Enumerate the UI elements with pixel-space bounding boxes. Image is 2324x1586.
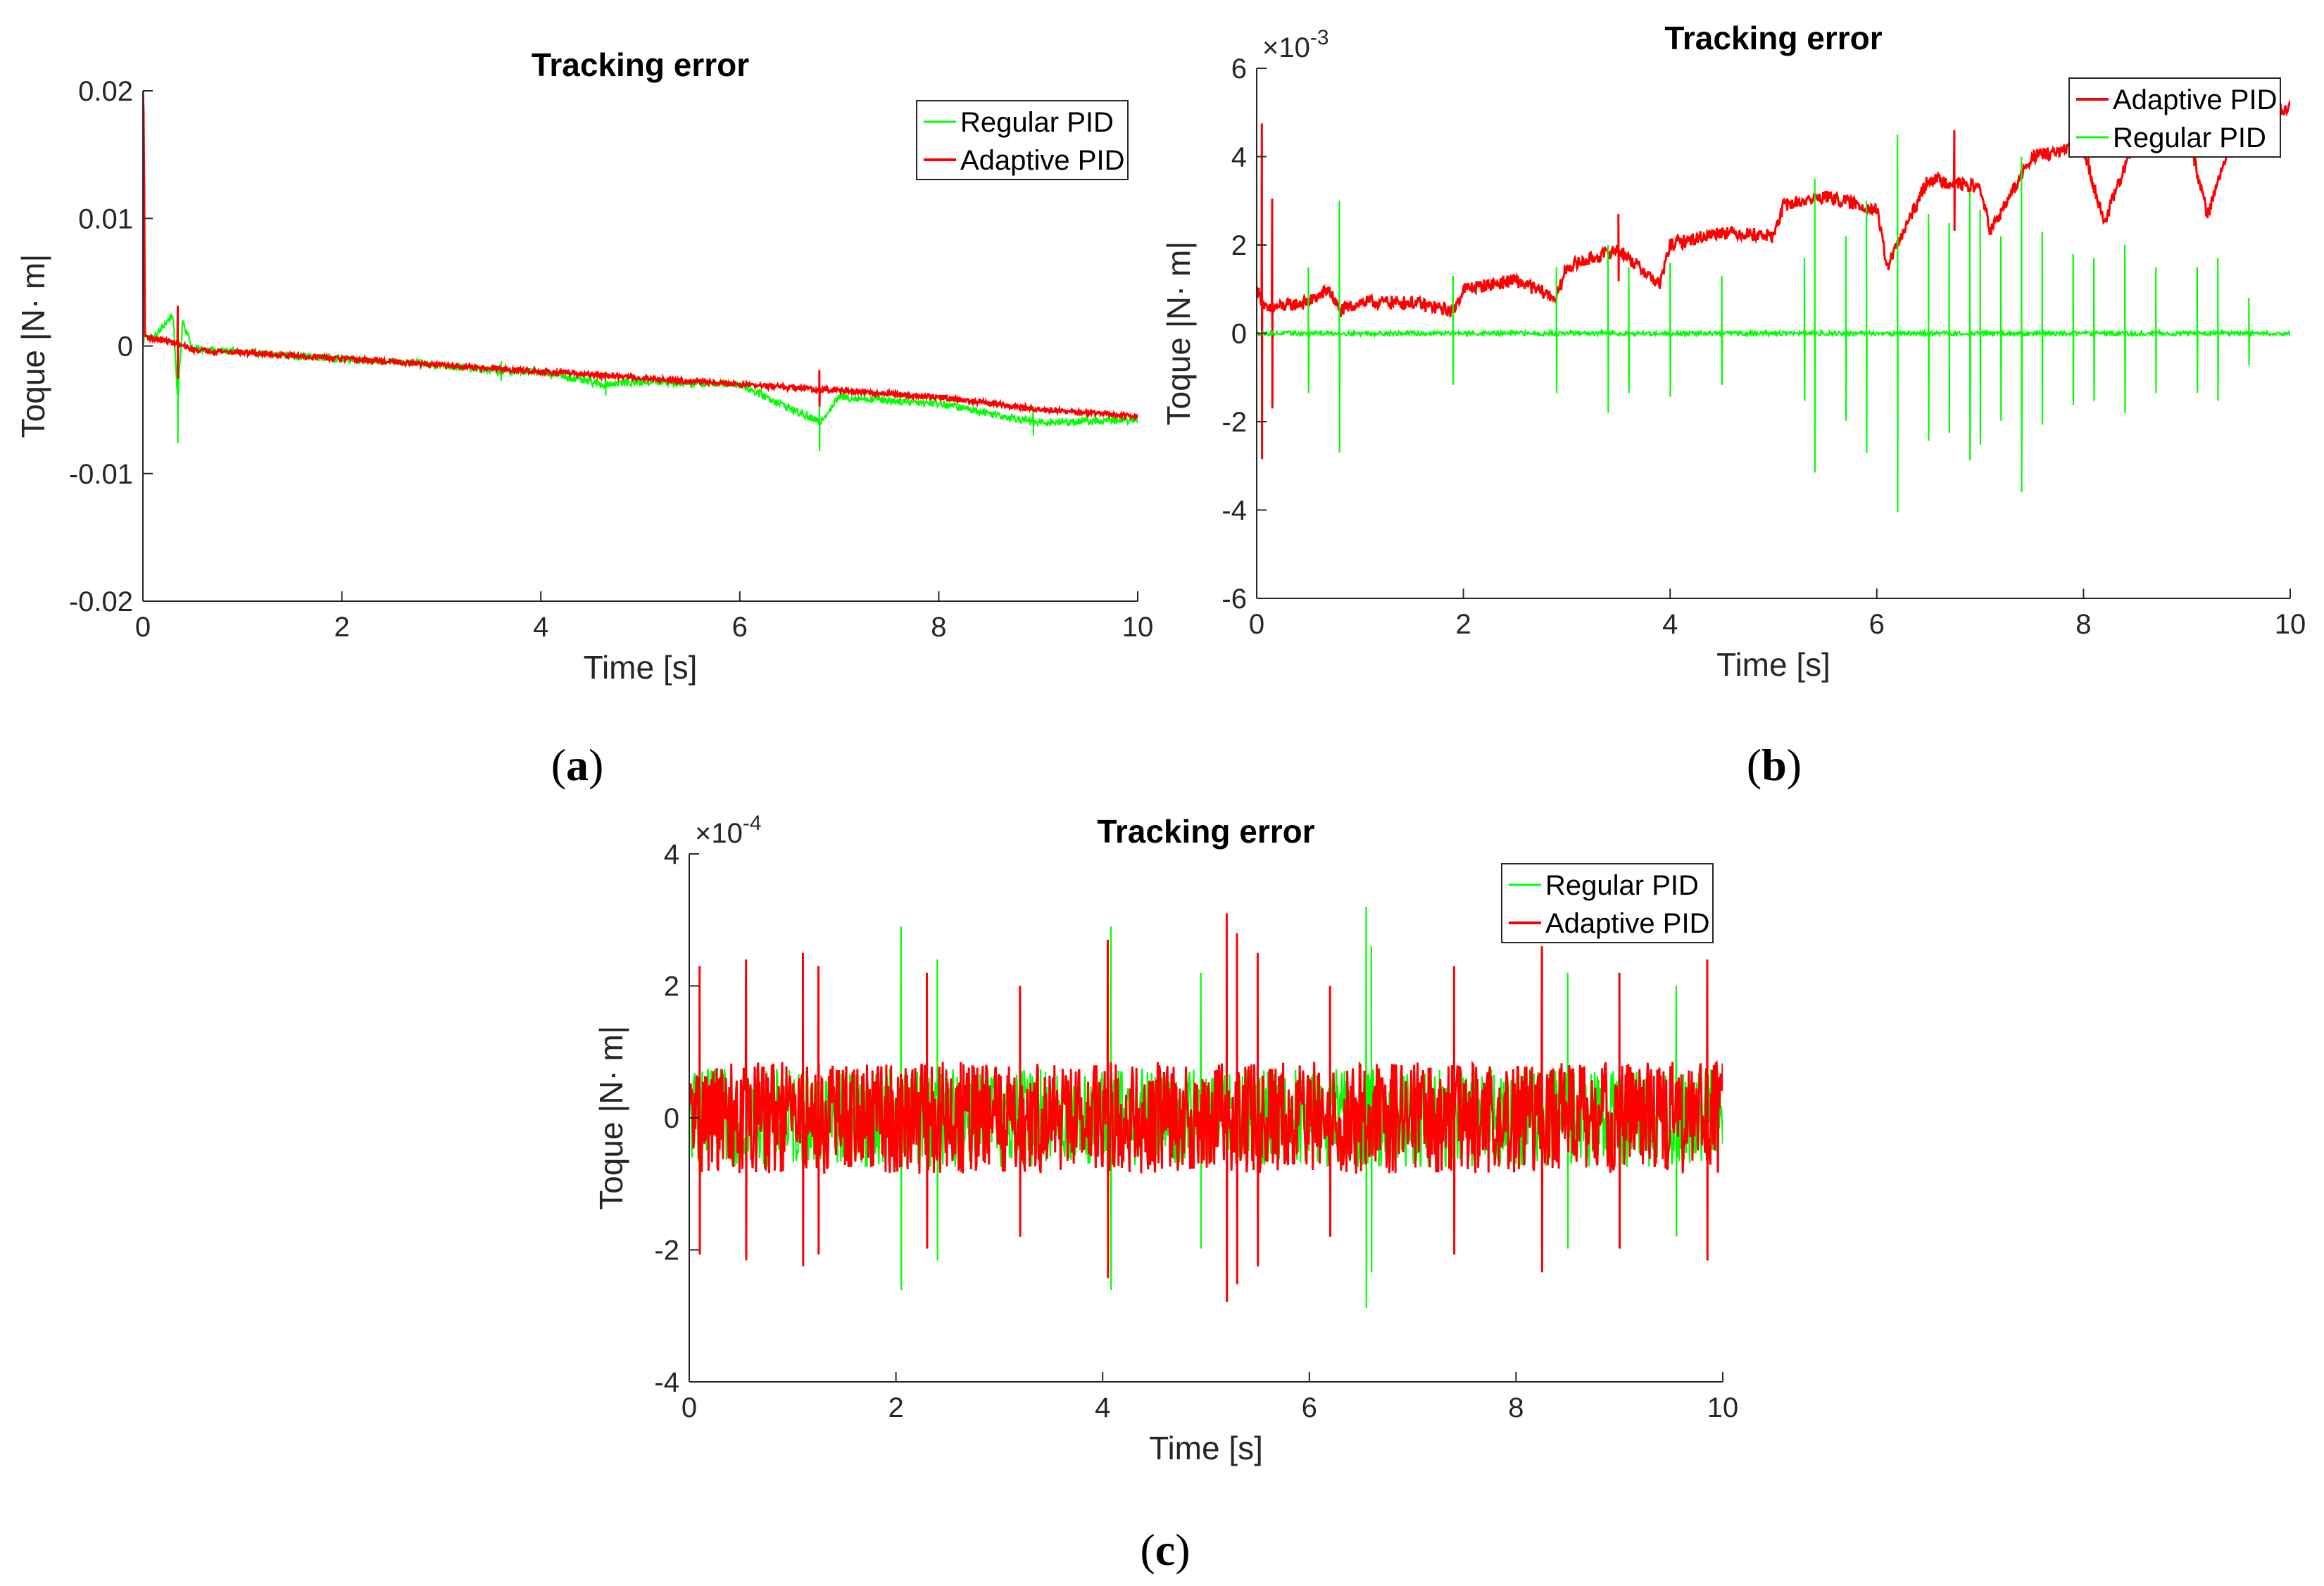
y-tick-label: 0 — [1231, 319, 1247, 350]
x-tick-label: 10 — [2275, 609, 2306, 640]
y-tick-label: 4 — [664, 839, 679, 870]
legend-label: Adaptive PID — [2113, 84, 2277, 115]
x-tick-label: 10 — [1122, 612, 1154, 643]
x-tick-label: 0 — [1249, 609, 1264, 640]
x-tick-label: 4 — [533, 612, 548, 643]
chart-c: Tracking error 0 2 4 6 8 10 -4 -2 0 2 4 ×10-4 Time [s… — [593, 812, 1739, 1466]
x-tick-label: 4 — [1095, 1392, 1110, 1423]
x-tick-label: 2 — [334, 612, 349, 643]
x-tick-label: 0 — [682, 1392, 697, 1423]
caption-c: (c) — [1140, 1525, 1191, 1575]
x-axis-label: Time [s] — [584, 649, 698, 686]
y-tick-label: 0 — [664, 1103, 679, 1134]
y-axis-label: Toque |N· m| — [15, 254, 51, 439]
y-tick-label: -0.02 — [69, 586, 133, 617]
series-line-regular-pid — [1257, 134, 2290, 512]
x-axis-label: Time [s] — [1149, 1430, 1263, 1466]
chart-title: Tracking error — [1664, 20, 1882, 56]
x-axis-label: Time [s] — [1716, 646, 1830, 683]
caption-b: (b) — [1746, 740, 1802, 790]
plot-area — [1257, 99, 2290, 512]
y-axis-label: Toque |N· m| — [1160, 241, 1197, 426]
panel-c: Tracking error 0 2 4 6 8 10 -4 -2 0 2 4 ×10-4 Time [s… — [584, 788, 1746, 1586]
panel-a: Tracking error 0 2 4 6 8 10 -0.02 -0.01 0 0.01 0.02… — [0, 0, 1162, 788]
legend-label: Regular PID — [960, 107, 1114, 138]
axis-exponent-label: ×10-4 — [695, 812, 762, 849]
y-tick-label: -6 — [1221, 584, 1247, 615]
axis-exponent-label: ×10-3 — [1262, 26, 1329, 63]
chart-a: Tracking error 0 2 4 6 8 10 -0.02 -0.01 0 0.01 0.02… — [15, 46, 1154, 686]
caption-a: (a) — [551, 740, 604, 790]
plot-area — [143, 91, 1138, 452]
x-tick-label: 4 — [1662, 609, 1678, 640]
legend-label: Regular PID — [2113, 122, 2266, 153]
legend-label: Adaptive PID — [1545, 908, 1709, 939]
x-tick-label: 6 — [1302, 1392, 1317, 1423]
x-tick-label: 8 — [931, 612, 946, 643]
y-tick-label: -4 — [1221, 496, 1247, 527]
y-tick-label: -2 — [1221, 407, 1247, 438]
x-tick-label: 6 — [732, 612, 748, 643]
y-tick-label: 6 — [1231, 54, 1247, 84]
legend-box — [1501, 863, 1714, 943]
y-tick-label: 0.02 — [78, 76, 133, 107]
series-line-adaptive-pid — [1257, 99, 2290, 460]
y-tick-label: 2 — [664, 971, 679, 1002]
x-tick-label: 0 — [135, 612, 151, 643]
chart-title: Tracking error — [1097, 813, 1314, 850]
y-axis-label: Toque |N· m| — [593, 1026, 629, 1210]
series-line-adaptive-pid — [143, 91, 1138, 422]
y-tick-label: -2 — [654, 1235, 679, 1266]
x-tick-label: 10 — [1707, 1392, 1739, 1423]
legend-box — [2068, 77, 2281, 158]
x-tick-label: 8 — [2075, 609, 2091, 640]
series-line-adaptive-pid — [689, 913, 1723, 1302]
chart-title: Tracking error — [532, 46, 749, 83]
y-tick-label: 0 — [118, 332, 133, 363]
legend-label: Adaptive PID — [960, 145, 1124, 176]
y-tick-label: 0.01 — [78, 203, 133, 234]
x-tick-label: 8 — [1508, 1392, 1524, 1423]
y-tick-label: -4 — [654, 1367, 679, 1398]
panel-b: Tracking error 0 2 4 6 8 10 -6 -4 -2 0 2 4 6 ×10-3 Time… — [1160, 0, 2324, 788]
y-tick-label: 4 — [1231, 142, 1247, 173]
x-tick-label: 6 — [1869, 609, 1885, 640]
x-tick-label: 2 — [1455, 609, 1471, 640]
legend-box — [916, 100, 1129, 180]
legend-label: Regular PID — [1545, 870, 1699, 901]
plot-area — [689, 906, 1723, 1309]
series-line-regular-pid — [143, 312, 1138, 452]
x-tick-label: 2 — [888, 1392, 903, 1423]
y-tick-label: 2 — [1231, 230, 1247, 261]
chart-b: Tracking error 0 2 4 6 8 10 -6 -4 -2 0 2 4 6 ×10-3 Time… — [1160, 20, 2306, 683]
y-tick-label: -0.01 — [69, 459, 133, 490]
